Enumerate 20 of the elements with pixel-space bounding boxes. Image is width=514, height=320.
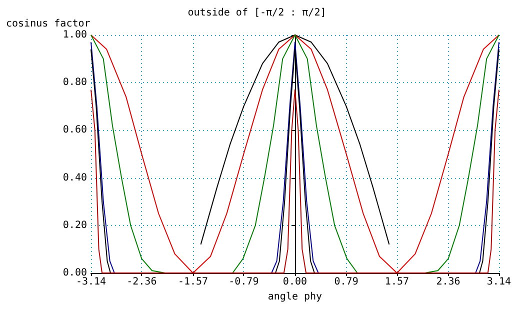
line-series	[200, 34, 390, 245]
x-axis-title: angle phy	[268, 291, 322, 302]
line-series	[90, 89, 500, 274]
x-tick-label: 2.36	[436, 276, 460, 288]
x-tick-label: -1.57	[178, 276, 208, 288]
chart-title: outside of [-π/2 : π/2]	[188, 8, 326, 18]
y-tick-label: 1.00	[62, 30, 87, 40]
x-tick-label: 3.14	[486, 276, 512, 288]
y-tick-label: 0.60	[62, 124, 87, 136]
y-tick-label: 0.80	[62, 77, 87, 88]
y-tick-label: 0.20	[62, 220, 87, 231]
y-tick-label: 0.00	[62, 268, 87, 278]
x-tick-label: -2.36	[126, 276, 157, 288]
x-tick-label: -3.14	[76, 276, 106, 288]
x-tick-label: -0.79	[228, 276, 259, 288]
x-tick-label: 0.79	[334, 276, 358, 288]
y-tick-label: 0.40	[62, 172, 87, 184]
y-axis-title: cosinus factor	[6, 18, 90, 30]
x-tick-label: 0.00	[282, 276, 308, 288]
x-tick-label: 1.57	[384, 276, 410, 288]
